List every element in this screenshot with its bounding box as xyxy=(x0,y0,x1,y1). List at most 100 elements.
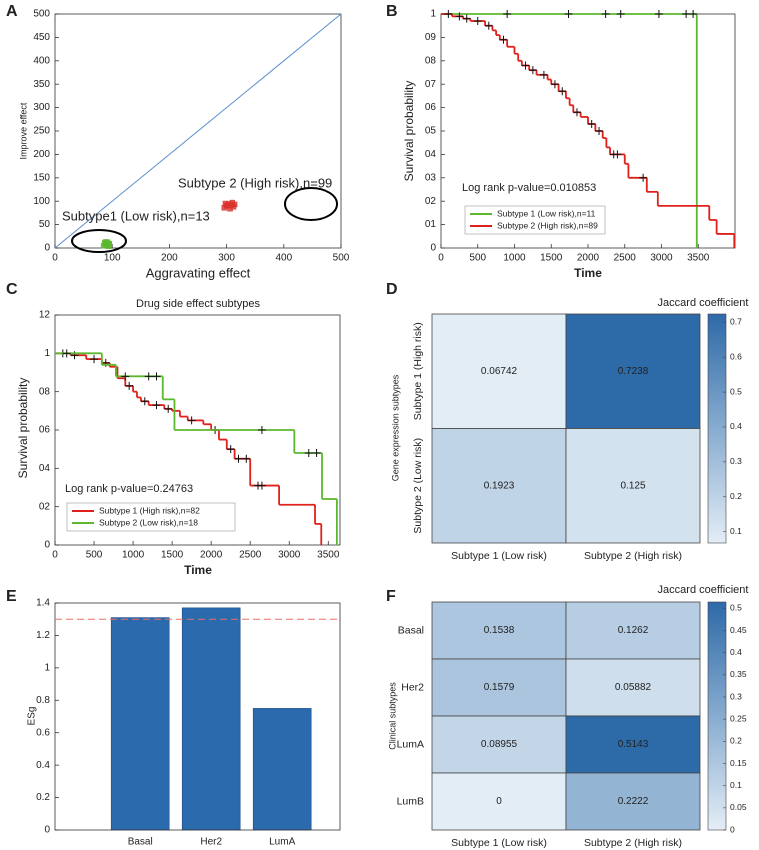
censor-mark xyxy=(152,401,161,410)
y-tick-label: 300 xyxy=(33,102,50,113)
column-label: Subtype 2 (High risk) xyxy=(584,837,682,849)
y-tick-label: 0 xyxy=(44,540,50,551)
x-tick-label: 0 xyxy=(52,253,58,264)
y-tick-label: 1 xyxy=(430,9,436,20)
y-axis-label: Improve effect xyxy=(18,102,28,159)
annotation: Subtype1 (Low risk),n=13 xyxy=(62,208,210,223)
y-tick-label: 0.8 xyxy=(36,695,50,706)
heat-cell xyxy=(431,658,567,717)
x-tick-label: 0 xyxy=(52,550,58,561)
censor-mark xyxy=(226,445,235,454)
panel-letter: D xyxy=(386,281,398,298)
cell-label: 0.05882 xyxy=(615,682,652,693)
y-tick-label: 350 xyxy=(33,79,50,90)
censor-mark xyxy=(90,355,99,364)
annotation: Subtype 2 (High risk),n=99 xyxy=(178,175,332,190)
y-axis-label: Gene expression subtypes xyxy=(390,374,400,481)
censor-mark xyxy=(152,372,161,381)
colorbar-tick-label: 0.45 xyxy=(730,625,747,635)
panel-letter: C xyxy=(6,281,18,298)
y-tick-label: 50 xyxy=(39,219,51,230)
heat-cell xyxy=(431,428,567,544)
censor-mark xyxy=(121,372,130,381)
y-tick-label: 04 xyxy=(39,463,51,474)
colorbar-tick-label: 0.1 xyxy=(730,526,742,536)
y-tick-label: 01 xyxy=(425,219,437,230)
censor-mark xyxy=(572,108,581,117)
censor-mark xyxy=(473,17,482,26)
y-tick-label: 100 xyxy=(33,196,50,207)
cell-label: 0.5143 xyxy=(618,739,649,750)
colorbar-tick-label: 0.4 xyxy=(730,421,742,431)
censor-mark xyxy=(257,426,266,434)
x-tick-label: 100 xyxy=(104,253,121,264)
y-tick-label: 250 xyxy=(33,126,50,137)
row-label: LumA xyxy=(397,738,424,750)
x-tick-label: 400 xyxy=(275,253,292,264)
cluster-ring xyxy=(284,187,338,221)
legend-label: Subtype 1 (Low risk),n=11 xyxy=(497,208,596,218)
censor-mark xyxy=(616,10,625,18)
censor-mark xyxy=(558,87,567,96)
y-tick-label: 1 xyxy=(44,348,50,359)
y-tick-label: 1.4 xyxy=(36,598,50,609)
colorbar-tick-label: 0 xyxy=(730,824,735,834)
censor-mark xyxy=(484,21,493,30)
panel-letter: A xyxy=(6,3,18,20)
colorbar-tick-label: 0.2 xyxy=(730,736,742,746)
y-tick-label: 0.6 xyxy=(36,727,50,738)
censor-mark xyxy=(187,416,196,425)
colorbar-tick-label: 0.1 xyxy=(730,780,742,790)
y-axis-label: Survival probability xyxy=(402,81,416,182)
x-tick-label: 1000 xyxy=(503,253,526,264)
y-tick-label: 02 xyxy=(425,196,437,207)
x-tick-label: 3500 xyxy=(317,550,340,561)
censor-mark xyxy=(689,10,698,18)
axes-frame xyxy=(54,602,341,831)
x-tick-label: 500 xyxy=(86,550,103,561)
x-tick-label: 200 xyxy=(161,253,178,264)
row-label: Her2 xyxy=(401,681,424,693)
colorbar-tick-label: 0.5 xyxy=(730,603,742,613)
y-tick-label: 0 xyxy=(430,243,436,254)
colorbar-tick-label: 0.05 xyxy=(730,802,747,812)
cell-label: 0.1923 xyxy=(484,480,515,491)
censor-mark xyxy=(595,127,604,135)
point xyxy=(224,202,231,209)
y-tick-label: 02 xyxy=(39,501,51,512)
censor-mark xyxy=(539,70,548,79)
p-value: Log rank p-value=0.010853 xyxy=(462,182,596,194)
row-label: Basal xyxy=(398,624,424,636)
y-tick-label: 400 xyxy=(33,55,50,66)
censor-mark xyxy=(234,454,243,463)
cell-label: 0.7238 xyxy=(618,366,649,377)
point xyxy=(105,243,111,249)
column-label: Subtype 1 (Low risk) xyxy=(451,550,547,562)
x-tick-label: 500 xyxy=(333,253,350,264)
cell-label: 0.1262 xyxy=(618,625,649,636)
censor-mark xyxy=(462,14,471,23)
censor-mark xyxy=(444,10,453,18)
panel-letter: F xyxy=(386,588,396,605)
colorbar-tick-label: 0.6 xyxy=(730,351,742,361)
y-tick-label: 04 xyxy=(425,149,437,160)
colorbar xyxy=(707,313,727,544)
cluster-ring xyxy=(71,229,127,253)
y-tick-label: 200 xyxy=(33,149,50,160)
column-label: Subtype 1 (Low risk) xyxy=(451,837,547,849)
colorbar-tick-label: 0.3 xyxy=(730,691,742,701)
x-tick-label: 1500 xyxy=(540,253,563,264)
x-axis-label: Time xyxy=(184,563,212,577)
y-tick-label: 05 xyxy=(425,126,437,137)
heat-cell xyxy=(565,658,701,717)
censor-mark xyxy=(62,349,71,358)
censor-mark xyxy=(601,10,610,18)
y-tick-label: 12 xyxy=(39,310,51,321)
y-tick-label: 06 xyxy=(425,102,437,113)
legend-label: Subtype 1 (High risk),n=82 xyxy=(99,505,200,515)
x-tick-label: 2000 xyxy=(577,253,600,264)
censor-mark xyxy=(304,449,313,457)
censor-mark xyxy=(550,80,559,89)
row-label: Subtype 2 (Low risk) xyxy=(412,438,424,534)
